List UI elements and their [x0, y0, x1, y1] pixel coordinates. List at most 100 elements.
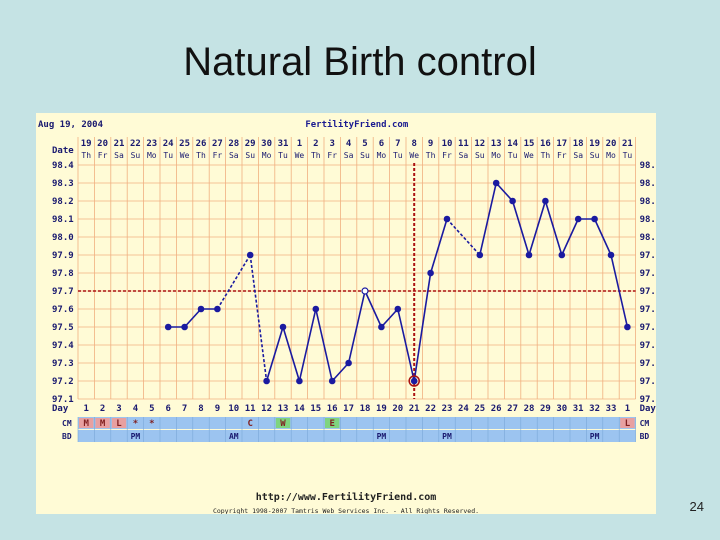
cycle-day-label: 10: [228, 404, 239, 414]
x-date-label: 22: [130, 139, 141, 149]
x-date-label: 19: [589, 139, 600, 149]
x-weekday-label: Th: [541, 151, 551, 160]
temperature-point: [296, 377, 303, 385]
temperature-point: [410, 377, 418, 385]
temperature-line-segment: [495, 182, 514, 202]
x-date-label: 31: [278, 139, 289, 149]
cycle-day-label: 22: [425, 404, 436, 414]
y-tick-label-left: 97.3: [52, 359, 74, 369]
temperature-line-segment: [184, 308, 202, 328]
x-weekday-label: Tu: [623, 151, 633, 160]
x-weekday-label: We: [295, 151, 305, 160]
x-weekday-label: Th: [311, 151, 321, 160]
y-tick-label-right: 98.4: [640, 161, 656, 171]
cm-entry-text: M: [83, 419, 89, 429]
cm-row-label-right: CM: [640, 419, 650, 428]
cycle-day-label: 24: [458, 404, 469, 414]
y-tick-label-right: 97.6: [640, 305, 656, 315]
x-weekday-label: Su: [590, 151, 600, 160]
cycle-day-label: 14: [294, 404, 305, 414]
x-weekday-label: Su: [360, 151, 370, 160]
temperature-point: [558, 251, 566, 259]
temperature-line-segment: [528, 200, 547, 256]
bd-row-label: BD: [62, 432, 72, 441]
y-tick-label-right: 97.3: [640, 359, 656, 369]
y-tick-label-right: 97.8: [640, 269, 656, 279]
y-tick-label-left: 98.4: [52, 161, 74, 171]
temperature-point: [542, 197, 549, 205]
x-weekday-label: Fr: [442, 151, 452, 160]
cycle-day-label: 21: [409, 404, 420, 414]
cycle-day-label: 5: [149, 404, 154, 414]
cycle-day-label: 33: [606, 404, 617, 414]
x-weekday-label: We: [409, 151, 419, 160]
temperature-line-segment: [380, 308, 399, 328]
cycle-day-label: 3: [116, 404, 121, 414]
cm-entry-cell: [620, 418, 635, 428]
x-weekday-label: Tu: [163, 151, 173, 160]
cycle-day-label: 17: [343, 404, 354, 414]
temperature-point: [591, 215, 598, 223]
cycle-day-label: 29: [540, 404, 551, 414]
x-weekday-label: We: [180, 151, 190, 160]
temperature-line-segment: [561, 218, 579, 256]
footer-url: http://www.FertilityFriend.com: [256, 491, 437, 503]
y-tick-label-right: 98.2: [640, 197, 656, 207]
cycle-day-label: 27: [507, 404, 518, 414]
temperature-line-segment: [593, 218, 612, 256]
bd-entry-text: PM: [442, 432, 452, 441]
x-weekday-label: Th: [426, 151, 436, 160]
cycle-day-label: 25: [474, 404, 485, 414]
x-weekday-label: Tu: [278, 151, 288, 160]
x-date-label: 3: [329, 139, 334, 149]
x-weekday-label: Fr: [98, 151, 108, 160]
x-weekday-label: Sa: [459, 151, 469, 160]
temperature-point: [574, 215, 582, 223]
x-weekday-label: Sa: [344, 151, 354, 160]
y-tick-label-right: 98.3: [640, 179, 656, 189]
bd-entry-text: PM: [377, 432, 387, 441]
x-weekday-label: We: [524, 151, 534, 160]
page-number: 24: [689, 499, 704, 514]
temperature-point-open: [361, 287, 369, 295]
cycle-day-label: 4: [133, 404, 139, 414]
date-row-label: Date: [52, 146, 74, 156]
cycle-day-label: 20: [392, 404, 403, 414]
temperature-line-segment: [446, 218, 481, 256]
cm-entry-text: L: [625, 419, 631, 429]
day-row-label-right: Day: [640, 404, 656, 414]
cm-entry-cell: [111, 418, 127, 428]
x-date-label: 20: [606, 139, 617, 149]
cm-entry-text: E: [329, 419, 334, 429]
x-date-label: 26: [196, 139, 207, 149]
x-weekday-label: Su: [131, 151, 141, 160]
temperature-line-segment: [331, 362, 350, 382]
cycle-day-label: 28: [524, 404, 535, 414]
x-weekday-label: Mo: [491, 151, 501, 160]
y-tick-label-left: 98.2: [52, 197, 74, 207]
x-date-label: 28: [228, 139, 239, 149]
temperature-line-segment: [216, 254, 251, 310]
x-date-label: 21: [622, 139, 633, 149]
cm-entry-text: C: [247, 419, 252, 429]
y-tick-label-left: 97.4: [52, 341, 74, 351]
y-tick-label-left: 97.5: [52, 323, 74, 333]
cm-entry-cell: [325, 418, 340, 428]
x-date-label: 8: [411, 139, 416, 149]
cm-entry-text: *: [149, 419, 154, 429]
x-date-label: 24: [163, 139, 174, 149]
temperature-line-segment: [265, 326, 284, 382]
y-tick-label-left: 98.0: [52, 233, 74, 243]
x-date-label: 1: [297, 139, 302, 149]
x-weekday-label: Su: [475, 151, 485, 160]
cycle-day-label: 18: [360, 404, 371, 414]
y-tick-label-left: 97.9: [52, 251, 74, 261]
temperature-point: [378, 323, 385, 331]
temperature-line-segment: [511, 200, 530, 256]
temperature-line-segment: [429, 218, 448, 274]
x-date-label: 7: [395, 139, 400, 149]
cycle-day-label: 30: [556, 404, 567, 414]
cm-entry-text: W: [280, 419, 286, 429]
bbt-chart-panel: Aug 19, 2004 FertilityFriend.com Date 98.4 9…: [36, 113, 656, 514]
y-tick-label-left: 98.3: [52, 179, 74, 189]
